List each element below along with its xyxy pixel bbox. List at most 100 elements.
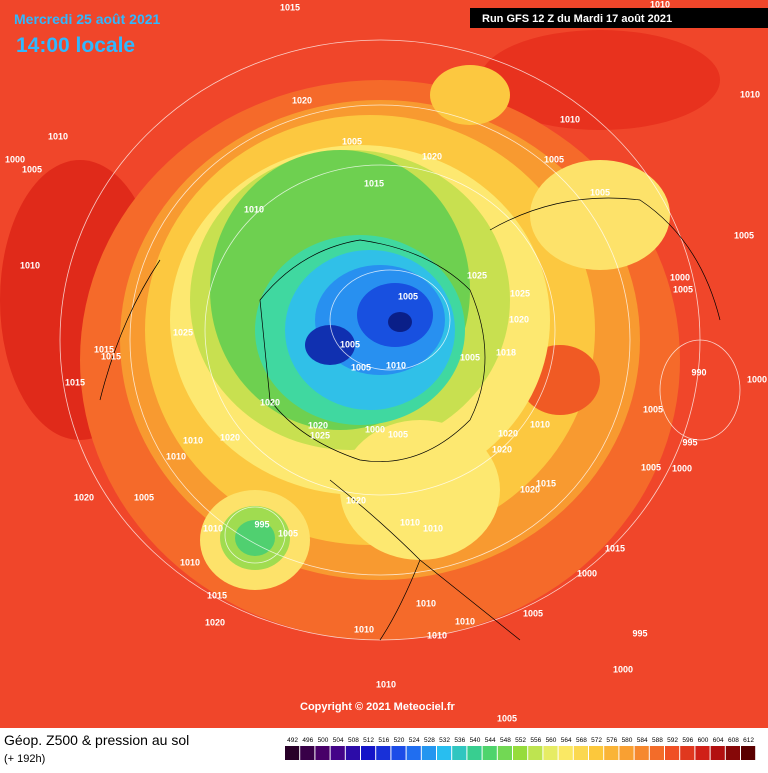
colorbar-label: 508 <box>348 737 359 744</box>
colorbar-label: 492 <box>287 737 298 744</box>
colorbar-swatch <box>391 746 406 760</box>
colorbar-label: 556 <box>530 737 541 744</box>
run-label: Run GFS 12 Z du Mardi 17 août 2021 <box>482 13 672 25</box>
isobar-label: 1010 <box>455 616 475 626</box>
isobar-label: 1010 <box>423 523 443 533</box>
isobar-label: 1000 <box>613 664 633 674</box>
colorbar-swatch <box>300 746 315 760</box>
isobar-label: 1020 <box>520 484 540 494</box>
isobar-label: 1005 <box>523 608 543 618</box>
isobar-label: 995 <box>254 519 269 529</box>
colorbar-swatch <box>513 746 528 760</box>
colorbar-label: 584 <box>637 737 648 744</box>
isobar-label: 1010 <box>560 114 580 124</box>
colorbar-label: 572 <box>591 737 602 744</box>
isobar-label: 990 <box>691 367 706 377</box>
colorbar: 492 496 500 504 508 512 516 520 524 528 532 536 540 5… <box>285 737 756 760</box>
colorbar-swatch <box>725 746 740 760</box>
colorbar-swatch <box>330 746 345 760</box>
isobar-label: 1005 <box>590 187 610 197</box>
colorbar-swatch <box>543 746 558 760</box>
colorbar-swatch <box>376 746 391 760</box>
isobar-label: 1010 <box>203 523 223 533</box>
colorbar-label: 588 <box>652 737 663 744</box>
isobar-label: 1005 <box>398 291 418 301</box>
colorbar-label: 608 <box>728 737 739 744</box>
isobar-label: 1010 <box>740 89 760 99</box>
colorbar-label: 576 <box>606 737 617 744</box>
isobar-label: 1020 <box>292 95 312 105</box>
colorbar-swatch <box>437 746 452 760</box>
colorbar-swatch <box>680 746 695 760</box>
isobar-label: 1015 <box>65 377 85 387</box>
colorbar-swatch <box>573 746 588 760</box>
run-banner <box>470 8 768 28</box>
isobar-label: 1010 <box>166 451 186 461</box>
isobar-label: 1010 <box>386 360 406 370</box>
isobar-label: 1010 <box>354 624 374 634</box>
isobar-label: 1010 <box>244 204 264 214</box>
colorbar-swatch <box>665 746 680 760</box>
colorbar-label: 592 <box>667 737 678 744</box>
isobar-label: 1010 <box>650 0 670 9</box>
colorbar-swatch <box>421 746 436 760</box>
isobar-label: 1010 <box>427 630 447 640</box>
colorbar-label: 496 <box>302 737 313 744</box>
isobar-label: 1020 <box>308 420 328 430</box>
coastlines <box>99 197 721 641</box>
isobar-label: 1020 <box>260 397 280 407</box>
isobar-label: 1005 <box>544 154 564 164</box>
colorbar-label: 536 <box>454 737 465 744</box>
isobar-label: 1005 <box>643 404 663 414</box>
z500-field <box>0 30 720 640</box>
isobar-label: 1020 <box>492 444 512 454</box>
colorbar-swatch <box>361 746 376 760</box>
colorbar-label: 520 <box>394 737 405 744</box>
colorbar-swatch <box>710 746 725 760</box>
isobar-label: 1020 <box>422 151 442 161</box>
isobar-label: 1020 <box>74 492 94 502</box>
isobar-label: 1020 <box>220 432 240 442</box>
isobar-label: 1005 <box>278 528 298 538</box>
isobar-label: 1000 <box>365 424 385 434</box>
isobar-label: 1025 <box>467 270 487 280</box>
colorbar-swatch <box>285 746 300 760</box>
isobar-label: 1010 <box>376 679 396 689</box>
colorbar-label: 548 <box>500 737 511 744</box>
isobar-label: 1005 <box>342 136 362 146</box>
isobar-labels: 1015 1010 1010 1010 1010 1000 1005 1020 1005 1020… <box>5 0 767 723</box>
isobar-label: 1015 <box>101 351 121 361</box>
isobar-label: 1020 <box>509 314 529 324</box>
colorbar-label: 612 <box>743 737 754 744</box>
colorbar-label: 532 <box>439 737 450 744</box>
isobar-label: 1005 <box>641 462 661 472</box>
colorbar-label: 560 <box>546 737 557 744</box>
isobar-label: 1005 <box>460 352 480 362</box>
isobar-label: 1010 <box>48 131 68 141</box>
date-label: Mercredi 25 août 2021 <box>14 11 161 27</box>
isobar-label: 1025 <box>310 430 330 440</box>
colorbar-label: 500 <box>318 737 329 744</box>
colorbar-label: 512 <box>363 737 374 744</box>
colorbar-swatch <box>741 746 756 760</box>
isobar-label: 1000 <box>672 463 692 473</box>
colorbar-swatch <box>634 746 649 760</box>
isobar-label: 1005 <box>497 713 517 723</box>
colorbar-swatch <box>406 746 421 760</box>
footer-range: (+ 192h) <box>4 753 45 765</box>
colorbar-swatch <box>528 746 543 760</box>
isobar-label: 1015 <box>536 478 556 488</box>
isobar-label: 1020 <box>205 617 225 627</box>
copyright: Copyright © 2021 Meteociel.fr <box>300 701 456 713</box>
isobar-label: 1005 <box>134 492 154 502</box>
colorbar-swatch <box>619 746 634 760</box>
time-label: 14:00 locale <box>16 34 135 57</box>
colorbar-label: 552 <box>515 737 526 744</box>
colorbar-swatch <box>695 746 710 760</box>
colorbar-label: 544 <box>485 737 496 744</box>
isobar-label: 1015 <box>207 590 227 600</box>
colorbar-swatch <box>482 746 497 760</box>
isobar-label: 1020 <box>498 428 518 438</box>
colorbar-label: 600 <box>698 737 709 744</box>
isobar-label: 1005 <box>340 339 360 349</box>
